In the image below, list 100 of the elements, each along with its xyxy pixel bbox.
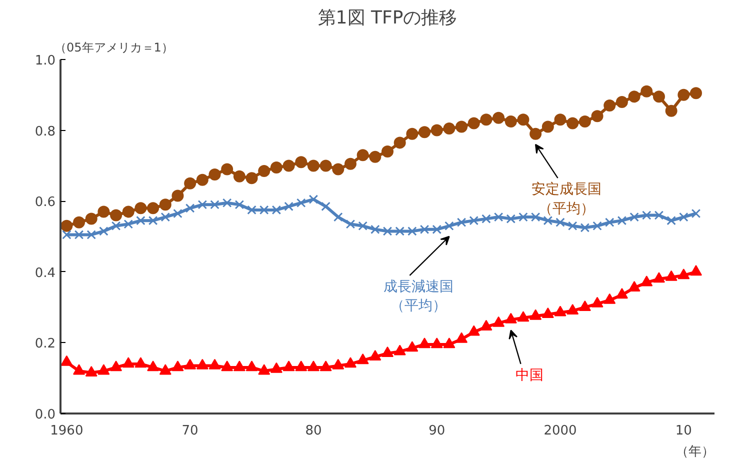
point	[556, 218, 565, 227]
point	[494, 212, 504, 222]
point	[60, 355, 73, 366]
point	[530, 309, 542, 320]
point	[518, 212, 528, 222]
point	[616, 96, 628, 108]
point	[480, 320, 492, 330]
point	[110, 360, 122, 372]
x-axis-title: （年）	[676, 444, 714, 460]
point	[628, 280, 640, 292]
point	[74, 230, 84, 240]
point	[406, 128, 418, 140]
y-tick-label: 1.0	[34, 54, 56, 68]
point	[456, 218, 466, 227]
point	[196, 358, 208, 370]
point	[159, 198, 172, 211]
point	[690, 265, 702, 276]
point	[456, 332, 468, 343]
point	[678, 88, 690, 101]
point	[418, 338, 431, 348]
point	[160, 212, 170, 222]
point	[666, 216, 676, 226]
point	[443, 338, 456, 348]
point	[124, 219, 134, 229]
point	[60, 220, 73, 232]
point	[270, 161, 282, 174]
point	[616, 288, 628, 299]
point	[642, 210, 652, 220]
point	[307, 160, 320, 172]
x-tick-label: 1960	[50, 424, 84, 438]
point	[99, 226, 108, 236]
y-tick-label: 0.6	[34, 195, 56, 210]
point	[665, 270, 678, 281]
point	[679, 212, 688, 222]
point	[430, 124, 443, 136]
point	[394, 136, 406, 149]
point	[346, 219, 356, 229]
point	[444, 221, 454, 231]
point	[468, 117, 480, 130]
point	[418, 126, 431, 138]
point	[85, 366, 98, 376]
point	[543, 216, 553, 226]
point	[272, 205, 282, 215]
point	[122, 357, 134, 368]
point	[196, 174, 208, 186]
point	[208, 358, 221, 370]
point	[506, 214, 516, 224]
point	[468, 325, 480, 336]
point	[394, 344, 406, 356]
y-axis-title: （05年アメリカ＝1）	[54, 40, 174, 54]
y-tick-label: 0.4	[34, 266, 56, 281]
point	[259, 205, 269, 215]
point	[147, 360, 160, 372]
point	[172, 360, 184, 372]
point	[408, 226, 417, 236]
y-tick-label: 0.8	[34, 124, 56, 140]
point	[296, 198, 306, 208]
point	[530, 128, 542, 140]
point	[554, 114, 566, 126]
point	[172, 190, 184, 202]
point	[111, 221, 121, 231]
point	[282, 160, 295, 172]
point	[356, 354, 369, 364]
point	[233, 360, 246, 372]
point	[173, 208, 182, 218]
point	[369, 350, 382, 361]
point	[134, 202, 147, 214]
text: 安定成長国（平均）	[531, 182, 602, 217]
point	[258, 364, 270, 375]
y-tick-label: 0.0	[34, 408, 56, 422]
point	[591, 110, 604, 122]
point	[222, 198, 232, 208]
point	[147, 202, 160, 214]
point	[517, 311, 530, 322]
point	[604, 218, 614, 227]
y-tick-label: 0.2	[34, 336, 56, 352]
x-tick-label: 2000	[544, 424, 577, 438]
point	[480, 114, 492, 126]
point	[221, 163, 234, 176]
point	[98, 206, 110, 218]
x-tick-label: 90	[428, 424, 446, 438]
point	[110, 209, 122, 222]
point	[566, 117, 579, 130]
point	[86, 230, 96, 240]
point	[591, 296, 604, 308]
point	[98, 364, 110, 375]
point	[382, 346, 394, 357]
chart-title: 第1図 TFPの推移	[318, 8, 458, 28]
point	[134, 357, 147, 368]
x-tick-label: 70	[182, 424, 198, 438]
point	[320, 160, 332, 172]
point	[73, 364, 86, 375]
point	[542, 308, 554, 318]
point	[640, 85, 653, 98]
point	[198, 200, 208, 210]
point	[568, 221, 578, 231]
point	[344, 357, 356, 368]
point	[578, 300, 591, 311]
point	[148, 216, 158, 226]
point	[640, 276, 653, 286]
